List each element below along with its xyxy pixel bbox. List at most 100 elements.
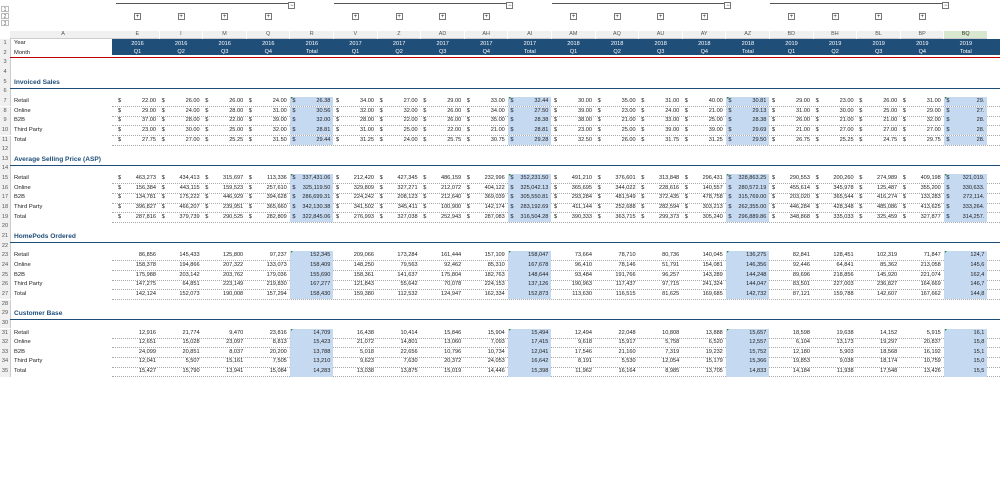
data-cell[interactable]: $411,144 (552, 203, 595, 213)
data-cell[interactable]: $40.00 (683, 97, 726, 107)
data-cell[interactable]: 93,484 (552, 271, 595, 281)
data-cell[interactable]: 17,546 (552, 348, 595, 358)
data-cell[interactable]: $299,373 (639, 213, 682, 223)
column-header-R[interactable]: R (290, 31, 333, 39)
data-cell[interactable]: $365,695 (552, 184, 595, 194)
data-cell[interactable]: 92,462 (421, 261, 464, 271)
data-cell[interactable]: $232,996 (465, 174, 508, 184)
row-number[interactable]: 21 (0, 232, 11, 242)
data-cell[interactable]: 144,248 (726, 270, 770, 281)
data-cell[interactable]: 71,847 (901, 251, 944, 261)
data-cell[interactable]: 22,048 (596, 329, 639, 339)
data-cell[interactable]: 92,446 (770, 261, 813, 271)
data-cell[interactable]: 97,237 (247, 251, 290, 261)
data-cell[interactable]: $27. (944, 106, 988, 117)
data-cell[interactable]: $379,739 (160, 213, 203, 223)
data-cell[interactable]: $478,758 (683, 193, 726, 203)
group-expand-button[interactable]: + (700, 13, 708, 20)
group-expand-button[interactable]: + (657, 13, 665, 20)
row-number[interactable]: 16 (0, 183, 11, 194)
data-cell[interactable]: 17,548 (857, 367, 900, 377)
group-expand-button[interactable]: + (875, 13, 883, 20)
data-cell[interactable]: 227,003 (814, 280, 857, 290)
data-cell[interactable]: $446,284 (770, 203, 813, 213)
data-cell[interactable]: 8,985 (639, 367, 682, 377)
data-cell[interactable]: $228,616 (639, 184, 682, 194)
data-cell[interactable]: $315,697 (203, 174, 246, 184)
data-cell[interactable]: 7,505 (247, 357, 290, 367)
data-cell[interactable]: $325,042.13 (508, 183, 552, 194)
group-expand-button[interactable]: + (395, 13, 403, 20)
data-cell[interactable]: 182,763 (465, 271, 508, 281)
data-cell[interactable]: 158,430 (290, 289, 334, 300)
data-cell[interactable]: 85,362 (857, 261, 900, 271)
data-cell[interactable]: $29.44 (290, 135, 334, 146)
data-cell[interactable]: $31.00 (334, 126, 377, 136)
data-cell[interactable]: $21.00 (465, 126, 508, 136)
data-cell[interactable]: 14,801 (378, 338, 421, 348)
group-expand-button[interactable]: + (482, 13, 490, 20)
data-cell[interactable]: $29.69 (726, 125, 770, 136)
data-cell[interactable]: $257,610 (247, 184, 290, 194)
data-cell[interactable]: 154,081 (683, 261, 726, 271)
data-cell[interactable]: 14,152 (857, 329, 900, 339)
data-cell[interactable]: 116,515 (596, 290, 639, 300)
data-cell[interactable]: $212,420 (334, 174, 377, 184)
data-cell[interactable]: 20,837 (901, 338, 944, 348)
data-cell[interactable]: $330,633. (944, 183, 988, 194)
data-cell[interactable]: $252,943 (421, 213, 464, 223)
data-cell[interactable]: $287,083 (465, 213, 508, 223)
data-cell[interactable]: $287,816 (116, 213, 159, 223)
row-number[interactable]: 5 (0, 77, 11, 88)
data-cell[interactable]: 159,788 (814, 290, 857, 300)
row-number[interactable]: 14 (0, 164, 11, 175)
data-cell[interactable]: 5,530 (596, 357, 639, 367)
data-cell[interactable]: $30.00 (552, 97, 595, 107)
data-cell[interactable]: $39.00 (552, 107, 595, 117)
data-cell[interactable]: $26.00 (770, 116, 813, 126)
data-cell[interactable]: 21,774 (160, 329, 203, 339)
data-cell[interactable]: $333,264. (944, 203, 988, 213)
data-cell[interactable]: $276,993 (334, 213, 377, 223)
row-number[interactable]: 27 (0, 289, 11, 300)
data-cell[interactable]: $31.00 (770, 107, 813, 117)
data-cell[interactable]: $30.00 (814, 107, 857, 117)
data-cell[interactable]: $140,557 (683, 184, 726, 194)
data-cell[interactable]: 12,054 (639, 357, 682, 367)
data-cell[interactable]: $282,809 (247, 213, 290, 223)
data-cell[interactable]: $282,594 (639, 203, 682, 213)
data-cell[interactable]: $345,978 (814, 184, 857, 194)
data-cell[interactable]: $25.00 (596, 126, 639, 136)
data-cell[interactable]: 15,8 (944, 338, 988, 348)
data-cell[interactable]: $21.00 (683, 107, 726, 117)
data-cell[interactable]: 16,1 (944, 328, 988, 339)
column-header-M[interactable]: M (203, 31, 246, 39)
data-cell[interactable]: $39.00 (639, 126, 682, 136)
data-cell[interactable]: 164,669 (901, 280, 944, 290)
data-cell[interactable]: $35.00 (596, 97, 639, 107)
group-expand-button[interactable]: + (177, 13, 185, 20)
data-cell[interactable]: 157,294 (247, 290, 290, 300)
column-header-V[interactable]: V (334, 31, 377, 39)
data-cell[interactable]: $252,688 (596, 203, 639, 213)
data-cell[interactable]: 236,827 (857, 280, 900, 290)
data-cell[interactable]: 12,041 (116, 357, 159, 367)
data-cell[interactable]: 8,037 (203, 348, 246, 358)
data-cell[interactable]: 21,072 (334, 338, 377, 348)
data-cell[interactable]: 9,618 (552, 338, 595, 348)
data-cell[interactable]: $416,274 (857, 193, 900, 203)
data-cell[interactable]: 9,470 (203, 329, 246, 339)
data-cell[interactable]: $26.00 (421, 116, 464, 126)
data-cell[interactable]: $134,781 (116, 193, 159, 203)
data-cell[interactable]: 85,310 (465, 261, 508, 271)
data-cell[interactable]: $434,413 (160, 174, 203, 184)
data-cell[interactable]: 162,334 (465, 290, 508, 300)
group-expand-button[interactable]: + (918, 13, 926, 20)
data-cell[interactable]: $390,333 (552, 213, 595, 223)
data-cell[interactable]: $404,122 (465, 184, 508, 194)
data-cell[interactable]: 124,7 (944, 251, 988, 261)
group-expand-button[interactable]: + (352, 13, 359, 20)
data-cell[interactable]: $27.50 (508, 106, 552, 117)
data-cell[interactable]: $100,900 (421, 203, 464, 213)
data-cell[interactable]: 143,289 (683, 271, 726, 281)
